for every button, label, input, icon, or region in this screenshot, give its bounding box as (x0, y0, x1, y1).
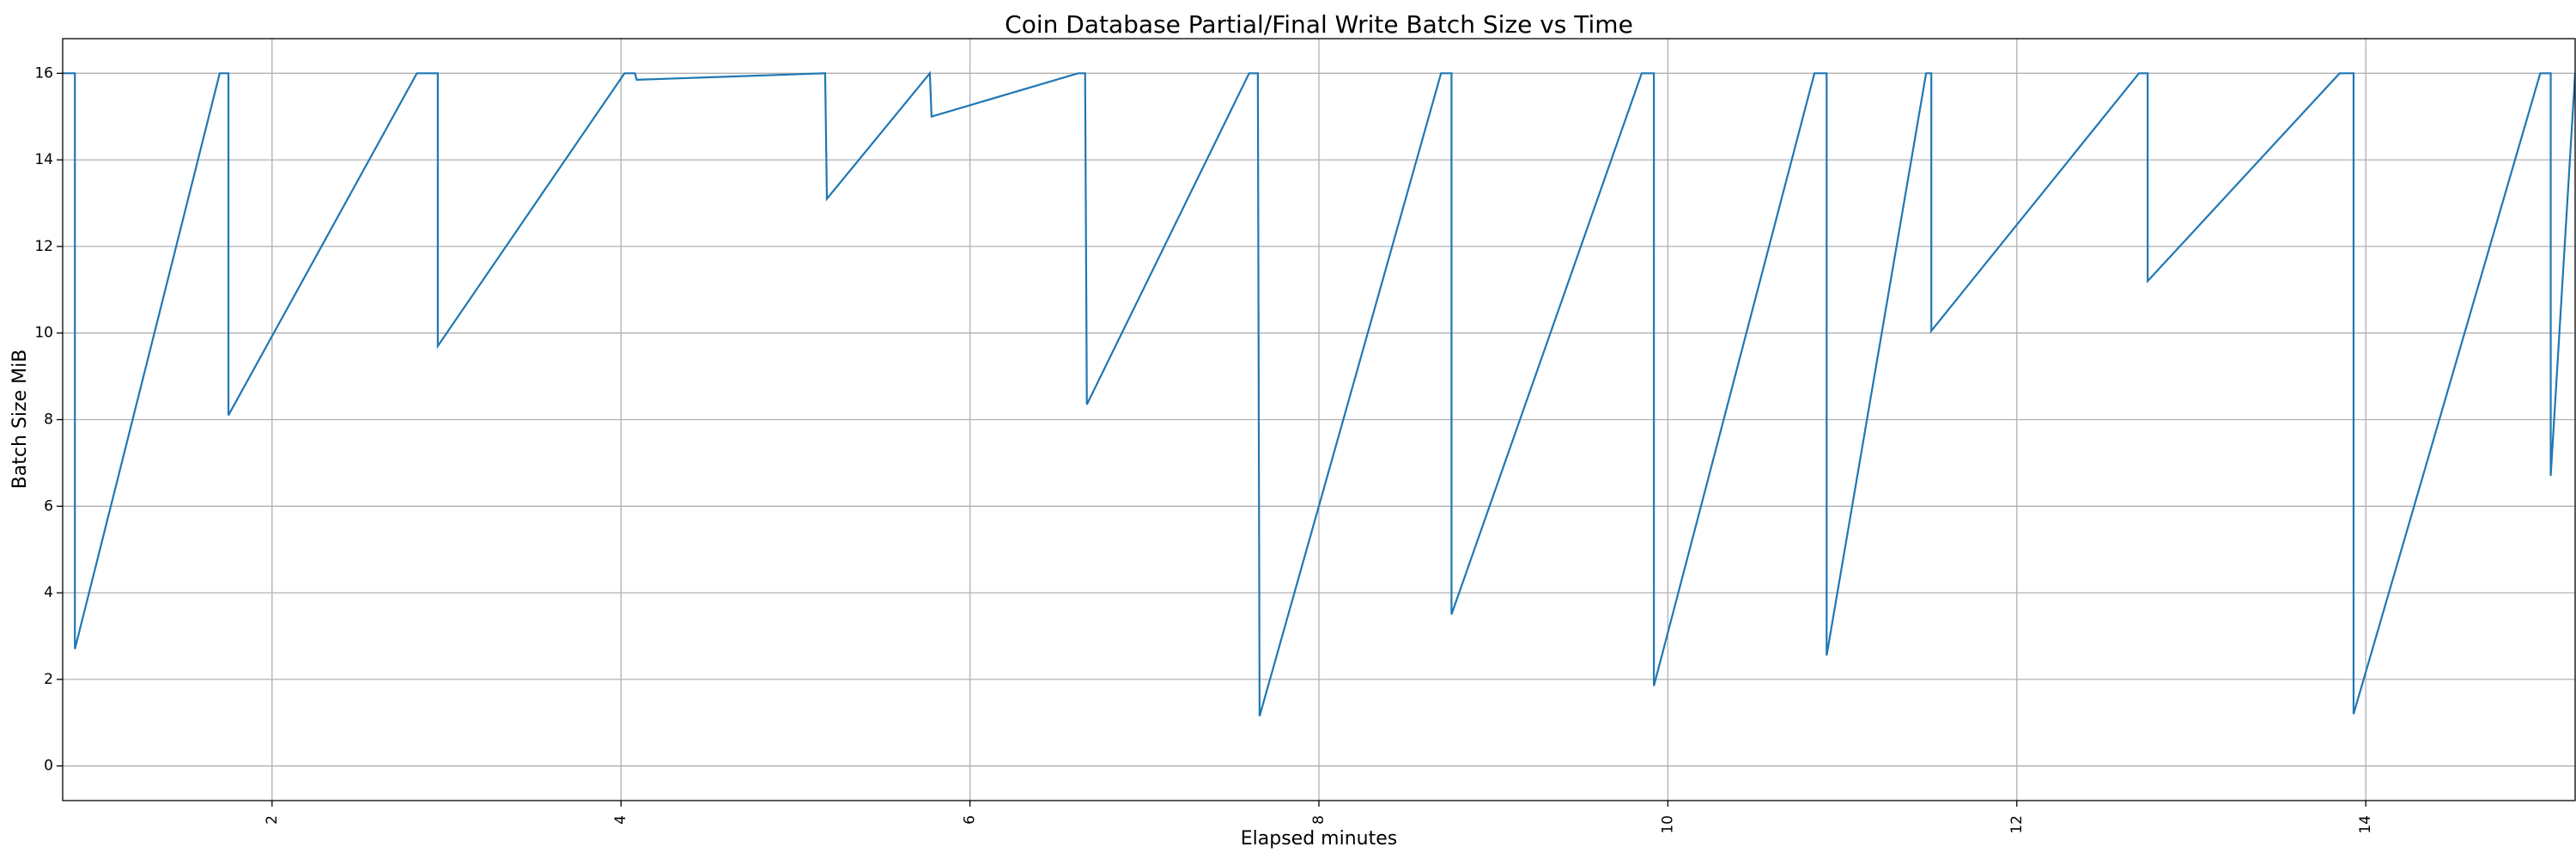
x-tick-label: 2 (264, 815, 281, 825)
x-tick-label: 4 (612, 815, 629, 825)
x-tick-label: 10 (1659, 815, 1676, 834)
y-tick-label: 8 (44, 411, 53, 429)
y-tick-label: 4 (44, 584, 53, 601)
y-tick-label: 10 (34, 325, 53, 342)
x-tick-label: 8 (1310, 815, 1327, 825)
y-tick-label: 12 (34, 238, 53, 255)
grid (63, 39, 2575, 801)
chart-title: Coin Database Partial/Final Write Batch … (1005, 10, 1633, 39)
y-tick-label: 14 (34, 151, 53, 168)
y-tick-label: 0 (44, 758, 53, 775)
series-layer (63, 70, 2575, 717)
y-tick-label: 16 (34, 64, 53, 82)
x-axis-label: Elapsed minutes (1241, 828, 1397, 850)
series-line (63, 70, 2575, 717)
x-axis-ticks: 2 4 6 8 10 12 14 (264, 801, 2374, 834)
y-axis-ticks: 0 2 4 6 8 10 12 14 16 (34, 64, 63, 775)
x-tick-label: 12 (2008, 815, 2026, 834)
y-tick-label: 2 (44, 671, 53, 688)
x-tick-label: 6 (962, 815, 979, 825)
y-axis-label: Batch Size MiB (9, 350, 31, 490)
x-tick-label: 14 (2357, 815, 2374, 834)
y-tick-label: 6 (44, 497, 53, 515)
